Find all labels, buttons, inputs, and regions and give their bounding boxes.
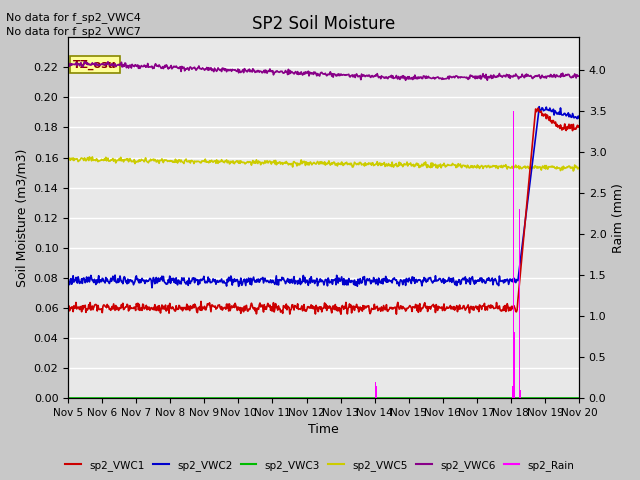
Bar [520, 390, 521, 398]
Bar [376, 385, 377, 398]
Bar [512, 385, 513, 398]
Title: SP2 Soil Moisture: SP2 Soil Moisture [252, 15, 395, 33]
X-axis label: Time: Time [308, 423, 339, 436]
Bar [514, 332, 515, 398]
Bar [513, 111, 514, 398]
Text: TZ_osu: TZ_osu [73, 60, 117, 70]
Text: No data for f_sp2_VWC4: No data for f_sp2_VWC4 [6, 12, 141, 23]
Y-axis label: Soil Moisture (m3/m3): Soil Moisture (m3/m3) [15, 148, 28, 287]
Bar [374, 383, 376, 398]
Y-axis label: Raim (mm): Raim (mm) [612, 183, 625, 252]
Legend: sp2_VWC1, sp2_VWC2, sp2_VWC3, sp2_VWC5, sp2_VWC6, sp2_Rain: sp2_VWC1, sp2_VWC2, sp2_VWC3, sp2_VWC5, … [61, 456, 579, 475]
Text: No data for f_sp2_VWC7: No data for f_sp2_VWC7 [6, 26, 141, 37]
Bar [519, 209, 520, 398]
